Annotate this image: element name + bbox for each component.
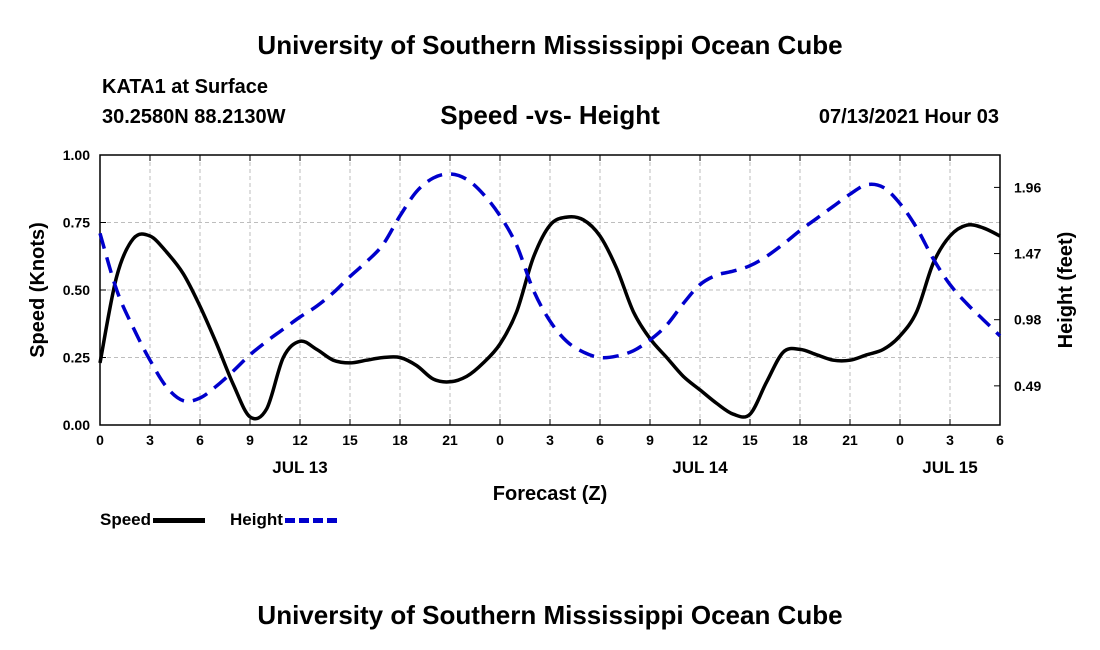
y-left-tick-label: 0.00 xyxy=(63,417,90,433)
y-right-tick-label: 0.98 xyxy=(1014,312,1041,328)
legend-height-swatch xyxy=(284,517,337,523)
chart-title: Speed -vs- Height xyxy=(440,100,660,130)
x-tick-label: 3 xyxy=(546,432,554,448)
station-name: KATA1 at Surface xyxy=(102,76,268,98)
x-tick-label: 15 xyxy=(342,432,358,448)
x-tick-label: 21 xyxy=(442,432,458,448)
y-right-tick-label: 0.49 xyxy=(1014,378,1041,394)
legend-speed-label: Speed xyxy=(100,510,152,529)
legend-height: Height xyxy=(230,510,337,530)
y-left-tick-label: 0.50 xyxy=(63,282,90,298)
y-left-tick-label: 1.00 xyxy=(63,147,90,163)
y-right-tick-label: 1.96 xyxy=(1014,179,1041,195)
y-left-axis-title: Speed (Knots) xyxy=(27,222,49,358)
x-tick-label: 18 xyxy=(392,432,408,448)
y-left-tick-label: 0.25 xyxy=(63,350,90,366)
date-label: JUL 14 xyxy=(672,458,728,477)
y-right-axis-title: Height (feet) xyxy=(1055,232,1077,349)
x-tick-label: 3 xyxy=(946,432,954,448)
x-tick-label: 12 xyxy=(692,432,708,448)
x-tick-label: 9 xyxy=(646,432,654,448)
series-line-speed xyxy=(98,214,1001,421)
series-line-height xyxy=(98,172,1002,404)
x-axis-title: Forecast (Z) xyxy=(493,483,607,505)
station-coordinates: 30.2580N 88.2130W xyxy=(102,106,286,128)
x-tick-label: 21 xyxy=(842,432,858,448)
x-tick-label: 6 xyxy=(996,432,1004,448)
x-tick-label: 15 xyxy=(742,432,758,448)
plot-frame xyxy=(99,154,1001,426)
x-tick-label: 6 xyxy=(596,432,604,448)
x-tick-label: 3 xyxy=(146,432,154,448)
x-tick-label: 6 xyxy=(196,432,204,448)
date-label: JUL 13 xyxy=(272,458,327,477)
y-left-tick-label: 0.75 xyxy=(63,215,90,231)
x-tick-label: 12 xyxy=(292,432,308,448)
x-tick-label: 9 xyxy=(246,432,254,448)
x-tick-label: 0 xyxy=(96,432,104,448)
legend-height-label: Height xyxy=(230,510,283,529)
y-right-tick-label: 1.47 xyxy=(1014,246,1041,262)
x-tick-label: 18 xyxy=(792,432,808,448)
legend-speed-swatch xyxy=(153,517,206,523)
x-tick-label: 0 xyxy=(896,432,904,448)
legend-speed: Speed xyxy=(100,510,206,530)
main-title: University of Southern Mississippi Ocean… xyxy=(257,30,843,60)
footer-title: University of Southern Mississippi Ocean… xyxy=(257,600,843,630)
date-label: JUL 15 xyxy=(922,458,977,477)
forecast-timestamp: 07/13/2021 Hour 03 xyxy=(818,106,999,128)
x-tick-label: 0 xyxy=(496,432,504,448)
